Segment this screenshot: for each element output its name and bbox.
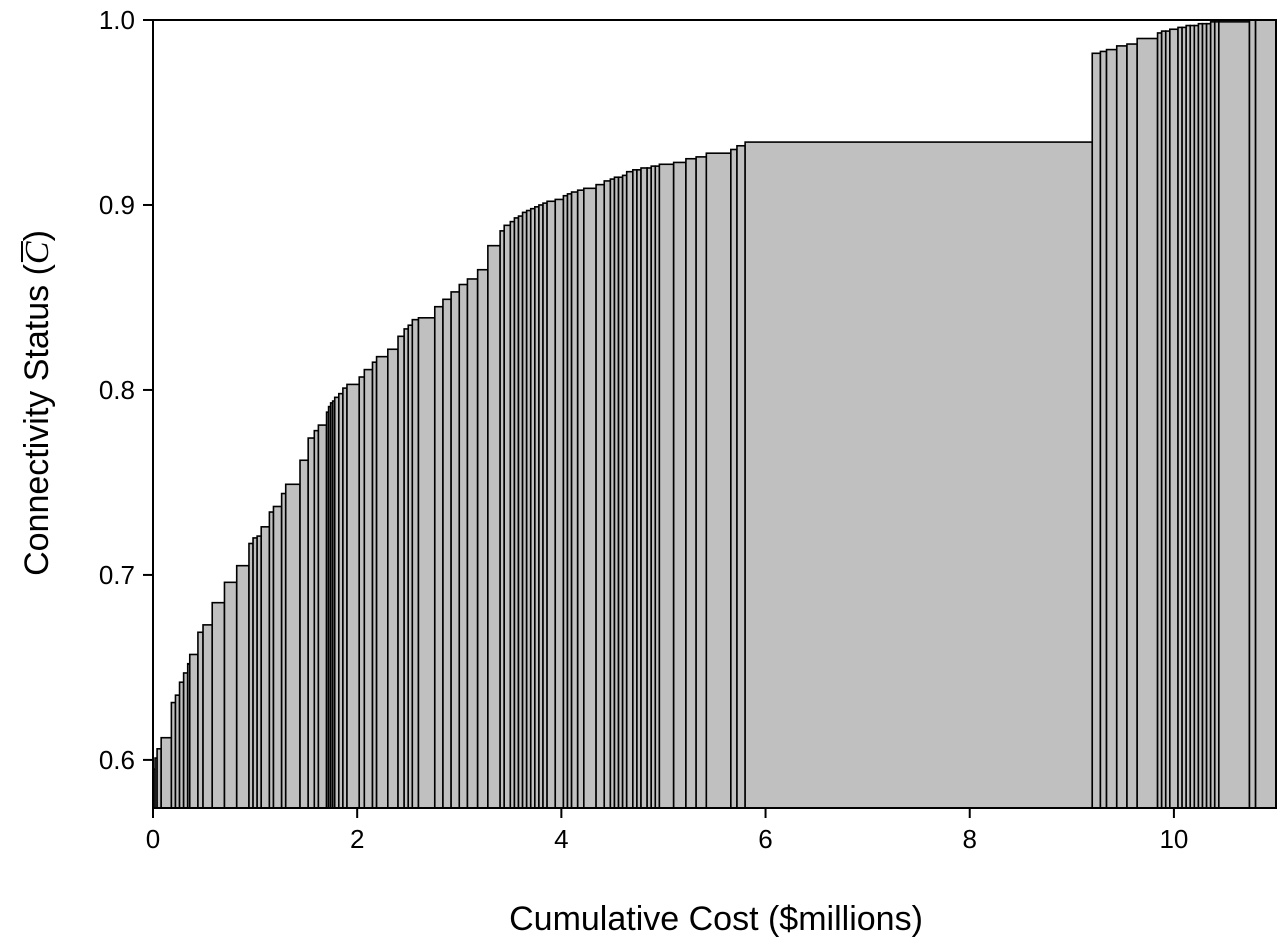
bar <box>397 335 405 809</box>
bar <box>317 424 328 809</box>
bar <box>672 161 687 809</box>
bar <box>260 526 271 809</box>
bar <box>730 148 738 809</box>
y-axis-title-prefix: Connectivity Status ( <box>18 263 56 575</box>
bar <box>736 144 746 809</box>
y-tick-label: 0.7 <box>99 560 135 590</box>
bar <box>570 191 579 809</box>
bar <box>417 317 436 809</box>
y-tick-label: 0.8 <box>99 375 135 405</box>
y-tick-label: 0.6 <box>99 745 135 775</box>
bar <box>583 187 597 809</box>
bar <box>487 244 501 809</box>
y-axis-title-symbol: C <box>19 241 56 264</box>
y-tick-label: 0.9 <box>99 190 135 220</box>
bar <box>442 298 452 809</box>
y-axis-title-suffix: ) <box>18 230 56 241</box>
plot-frame <box>152 19 1277 809</box>
bar <box>1254 19 1277 809</box>
bars-group <box>152 19 1277 809</box>
bar <box>450 291 461 809</box>
bar <box>235 564 250 809</box>
bar <box>640 167 648 809</box>
bar <box>625 170 634 809</box>
bar <box>695 156 708 809</box>
x-tick-label: 10 <box>1159 824 1188 854</box>
svg-text:Connectivity Status (C): Connectivity Status (C) <box>18 230 56 576</box>
x-tick-label: 8 <box>962 824 976 854</box>
bar <box>576 189 585 809</box>
bar <box>202 624 214 809</box>
bar <box>1169 28 1179 809</box>
bar <box>299 459 309 809</box>
bar <box>433 305 444 809</box>
bar <box>211 601 226 809</box>
x-axis: 0 2 4 6 8 10 <box>146 808 1188 854</box>
y-axis: 0.6 0.7 0.8 0.9 1.0 <box>99 5 153 775</box>
bar <box>375 355 389 809</box>
bar <box>1115 45 1128 809</box>
bar <box>503 224 512 809</box>
bar <box>188 653 199 809</box>
x-tick-label: 2 <box>350 824 364 854</box>
bar <box>466 278 479 809</box>
bar <box>554 198 565 809</box>
bar <box>1218 21 1251 809</box>
bar <box>685 157 697 809</box>
bar <box>595 183 606 809</box>
bar <box>346 383 361 809</box>
x-tick-label: 4 <box>554 824 568 854</box>
bar <box>744 141 1094 809</box>
bar <box>411 318 420 809</box>
bar <box>363 368 374 809</box>
bar <box>387 348 399 809</box>
bar <box>705 152 732 809</box>
x-tick-label: 0 <box>146 824 160 854</box>
y-tick-label: 1.0 <box>99 5 135 35</box>
bar <box>1248 19 1257 809</box>
bar <box>160 736 173 809</box>
bar <box>476 268 489 809</box>
x-axis-title: Cumulative Cost ($millions) <box>509 900 923 938</box>
bar <box>603 180 612 809</box>
bar <box>1105 48 1118 809</box>
bar <box>307 437 316 809</box>
bar <box>223 581 238 809</box>
bar <box>546 200 557 809</box>
bar <box>284 483 301 809</box>
bar <box>1099 50 1108 809</box>
bar <box>458 283 469 809</box>
bar <box>1136 37 1159 809</box>
bar <box>1126 43 1138 809</box>
bar <box>1091 52 1102 809</box>
bar <box>272 505 283 809</box>
y-axis-title: Connectivity Status (C) <box>18 230 56 576</box>
x-tick-label: 6 <box>758 824 772 854</box>
bar <box>658 163 675 809</box>
